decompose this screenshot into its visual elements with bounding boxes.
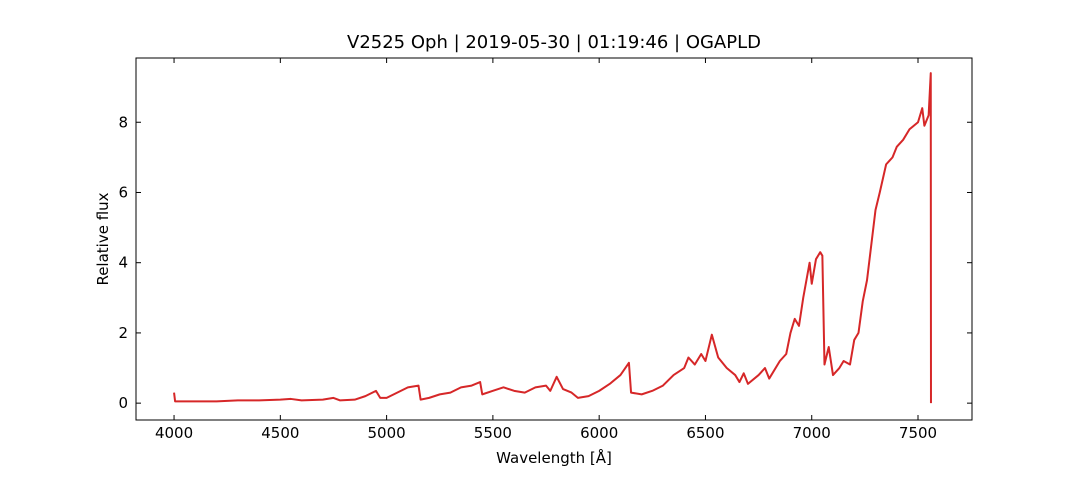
y-tick-label: 0 xyxy=(118,394,128,412)
y-tick-label: 4 xyxy=(118,254,128,272)
y-tick-label: 6 xyxy=(118,183,128,201)
spectrum-line xyxy=(173,72,932,404)
x-axis-label: Wavelength [Å] xyxy=(496,448,612,467)
x-tick-label: 5000 xyxy=(368,424,406,442)
x-tick-label: 7500 xyxy=(899,424,937,442)
y-tick-label: 8 xyxy=(118,113,128,131)
y-axis-label: Relative flux xyxy=(94,192,112,285)
x-tick-label: 6500 xyxy=(686,424,724,442)
x-tick-label: 6000 xyxy=(580,424,618,442)
chart-title: V2525 Oph | 2019-05-30 | 01:19:46 | OGAP… xyxy=(347,32,761,53)
plot-frame xyxy=(135,57,973,421)
x-tick-label: 7000 xyxy=(793,424,831,442)
y-tick-label: 2 xyxy=(118,324,128,342)
x-tick-label: 4500 xyxy=(261,424,299,442)
x-tick-label: 5500 xyxy=(474,424,512,442)
x-tick-label: 4000 xyxy=(155,424,193,442)
